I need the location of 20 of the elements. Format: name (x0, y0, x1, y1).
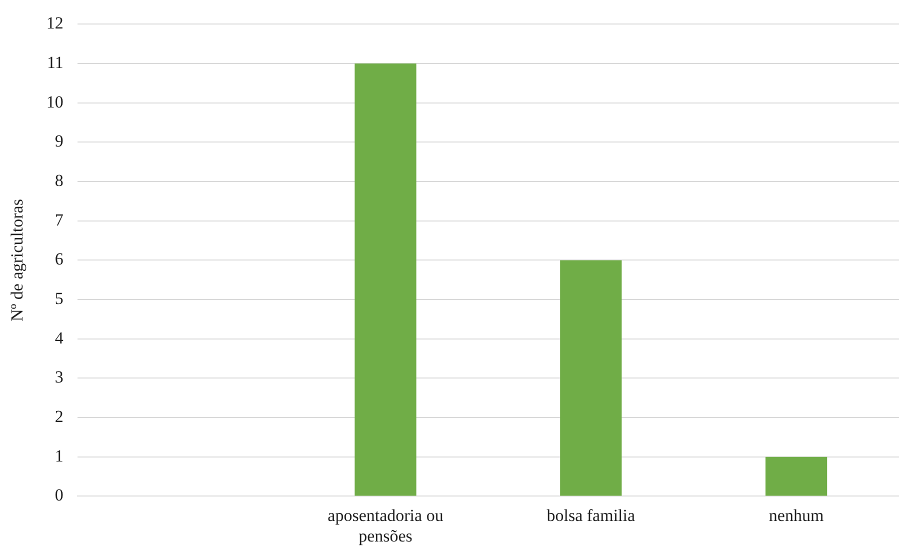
y-tick-label: 2 (54, 407, 64, 426)
y-axis-title: Nº de agricultoras (8, 199, 27, 322)
y-tick-label: 6 (54, 250, 64, 269)
y-tick-label: 1 (54, 446, 64, 466)
x-tick-label: nenhum (768, 506, 824, 525)
bar (354, 64, 416, 496)
y-tick-label: 10 (46, 92, 64, 112)
y-tick-label: 7 (54, 210, 64, 230)
y-tick-label: 0 (54, 486, 64, 505)
x-tick-label: aposentadoria ou pensões (328, 506, 444, 546)
y-tick-label: 5 (54, 289, 64, 308)
y-tick-label: 12 (46, 14, 64, 33)
y-tick-label: 4 (54, 328, 64, 348)
y-tick-label: 9 (54, 132, 64, 151)
x-tick-label: bolsa familia (546, 506, 636, 525)
bar (765, 456, 828, 496)
bar (560, 260, 622, 496)
y-tick-label: 11 (47, 53, 64, 72)
y-tick-label: 3 (54, 368, 64, 387)
y-tick-label: 8 (54, 171, 64, 190)
